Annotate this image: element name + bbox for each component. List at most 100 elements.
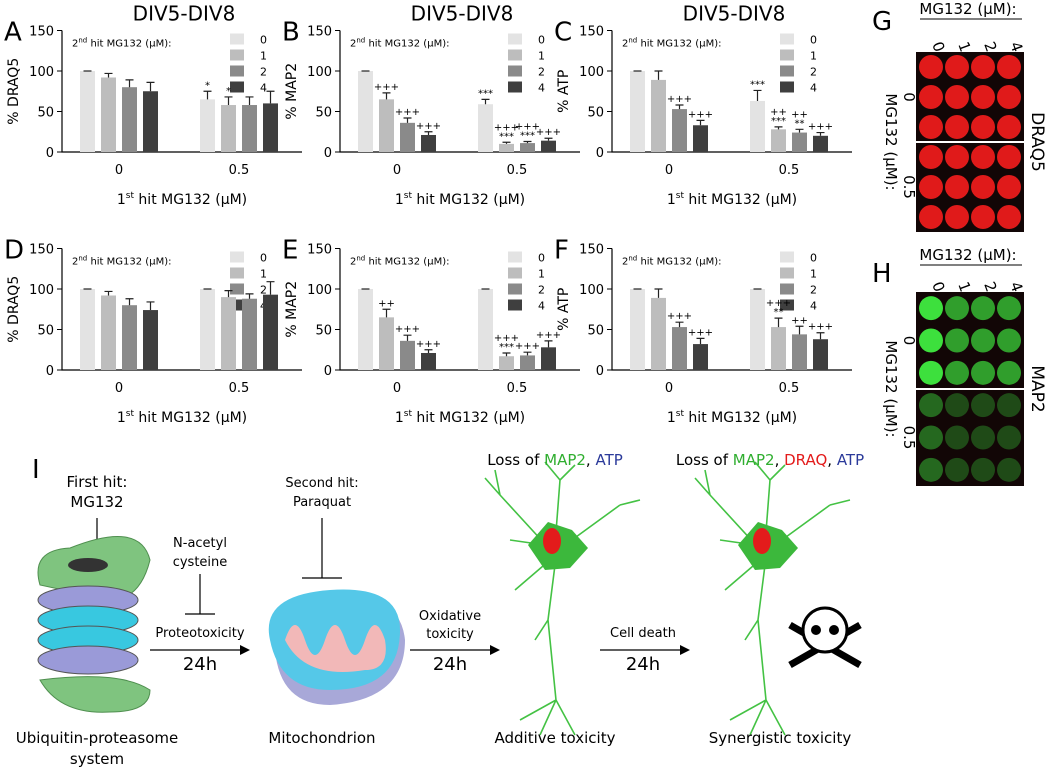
error-bar (224, 290, 233, 298)
significance-marker: *** (520, 130, 535, 141)
legend-label: 2 (810, 284, 817, 297)
x-axis-label-part: 1 (117, 192, 126, 208)
bar (80, 71, 95, 152)
legend-swatch (508, 299, 522, 311)
x-axis-label-part: hit MG132 (μM) (134, 410, 247, 426)
significance-marker: +++ (808, 322, 833, 333)
step-label: Oxidative (419, 609, 481, 624)
plate-well (919, 393, 943, 418)
error-bar (502, 141, 511, 144)
bar (499, 143, 514, 152)
legend-swatch (230, 65, 244, 77)
second-hit: Paraquat (293, 495, 351, 510)
x-axis-label-part: hit MG132 (μM) (412, 410, 525, 426)
bar (263, 103, 278, 152)
x-tick-label: 0.5 (229, 163, 250, 178)
error-bar (224, 96, 233, 106)
x-axis-label: 1st hit MG132 (μM) (667, 191, 797, 208)
legend-title-part: nd (356, 37, 365, 45)
bar (693, 344, 708, 370)
y-tick-label: 100 (579, 283, 604, 298)
loss-part: MAP2 (544, 451, 586, 469)
error-bar (795, 325, 804, 335)
y-tick-label: 100 (307, 65, 332, 80)
significance-marker: ++ (791, 315, 808, 326)
plate-well (997, 328, 1021, 353)
significance-marker: *** (499, 342, 514, 353)
error-bar (245, 293, 254, 299)
legend-swatch (508, 251, 522, 263)
significance-marker: +++ (536, 127, 561, 138)
legend-swatch (780, 283, 794, 295)
legend-title-part: nd (628, 37, 637, 45)
plate-well (945, 205, 969, 229)
plate-well (997, 55, 1021, 79)
plate-well (919, 457, 943, 482)
y-tick-label: 0 (324, 364, 332, 379)
plate-well (945, 145, 969, 169)
bar (478, 289, 493, 370)
plate-row-label: 0.5 (900, 426, 918, 450)
legend-swatch (508, 33, 522, 45)
significance-marker: +++ (667, 311, 692, 322)
plate-well (997, 85, 1021, 109)
legend-label: 0 (260, 34, 267, 47)
y-tick-label: 0 (46, 364, 54, 379)
plate-well (919, 425, 943, 450)
plate-stain: DRAQ5 (1027, 112, 1047, 172)
legend-label: 2 (260, 66, 267, 79)
significance-marker: +++ (536, 330, 561, 341)
significance-marker: * (205, 80, 210, 91)
step-label: Proteotoxicity (155, 626, 244, 641)
bar (122, 305, 137, 370)
legend-label: 0 (810, 252, 817, 265)
plate-row-label: 0.5 (900, 175, 918, 199)
neuron (694, 461, 851, 736)
error-bar (403, 334, 412, 341)
y-axis-label: % MAP2 (284, 63, 300, 120)
y-axis-label: % MAP2 (284, 281, 300, 338)
significance-marker: ++ (378, 298, 395, 309)
bar (771, 129, 786, 152)
panel-letter: F (554, 236, 569, 266)
legend-swatch (230, 81, 244, 93)
inhibit-line (185, 574, 215, 615)
plate-well (997, 457, 1021, 482)
x-axis-label-part: hit MG132 (μM) (684, 192, 797, 208)
legend-swatch (780, 267, 794, 279)
x-tick-label: 0.5 (779, 163, 800, 178)
x-tick-label: 0.5 (779, 381, 800, 396)
legend-title: 2nd hit MG132 (μM): (622, 37, 721, 50)
bar (200, 289, 215, 370)
legend-label: 2 (538, 284, 545, 297)
plate-well (919, 55, 943, 79)
legend-swatch (230, 267, 244, 279)
first-hit: MG132 (70, 493, 123, 511)
legend-swatch (780, 33, 794, 45)
legend-label: 0 (260, 252, 267, 265)
bar (630, 289, 645, 370)
error-bar (774, 126, 783, 130)
bar (101, 77, 116, 152)
y-tick-label: 0 (596, 146, 604, 161)
bar (221, 105, 236, 152)
bar (143, 91, 158, 152)
legend-title-part: 2 (350, 39, 356, 50)
error-bar (203, 90, 212, 100)
bar (672, 109, 687, 152)
legend-title: 2nd hit MG132 (μM): (72, 255, 171, 268)
legend-swatch (508, 49, 522, 61)
label: Additive toxicity (495, 729, 616, 747)
significance-marker: +++ (688, 327, 713, 338)
legend-label: 1 (538, 50, 545, 63)
significance-marker: *** (771, 116, 786, 127)
legend-swatch (508, 283, 522, 295)
plate-well (997, 145, 1021, 169)
plate-well (919, 145, 943, 169)
bar (421, 134, 436, 152)
error-bar (382, 92, 391, 100)
y-tick-label: 100 (29, 283, 54, 298)
bar (358, 289, 373, 370)
x-axis-label-part: st (404, 409, 413, 419)
error-bar (795, 128, 804, 133)
